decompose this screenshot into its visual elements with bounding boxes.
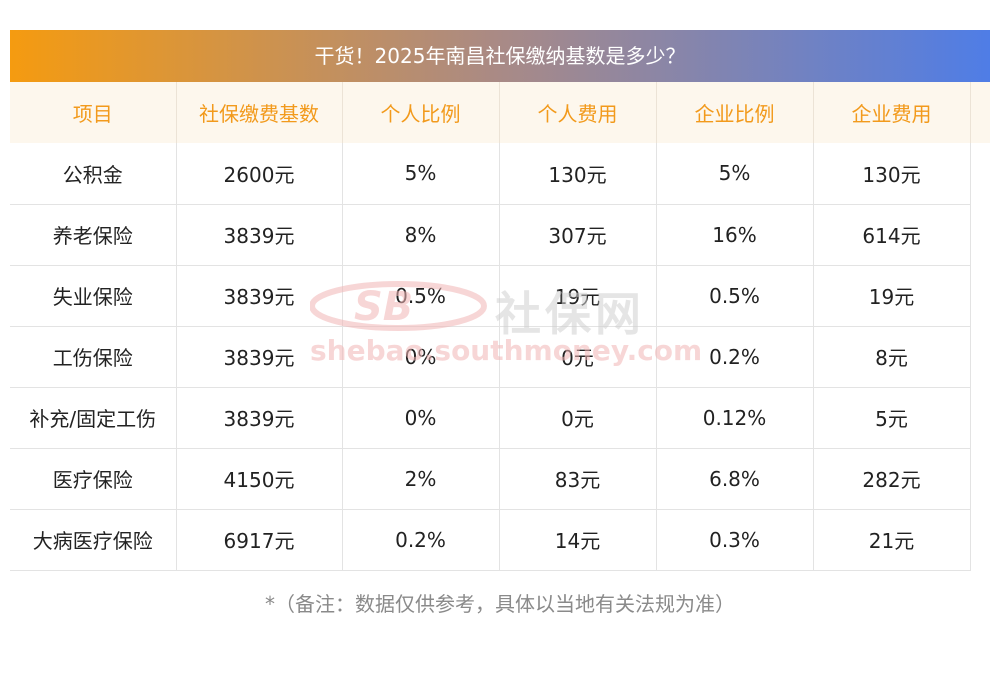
cell-personal-rate: 8% (342, 204, 500, 266)
cell-personal-fee: 307元 (499, 204, 657, 266)
table-row: 工伤保险 3839元 0% 0元 0.2% 8元 (10, 326, 971, 388)
cell-company-fee: 282元 (813, 448, 971, 510)
cell-personal-rate: 2% (342, 448, 500, 510)
cell-company-fee: 19元 (813, 265, 971, 327)
table-row: 医疗保险 4150元 2% 83元 6.8% 282元 (10, 448, 971, 510)
cell-base: 3839元 (176, 387, 343, 449)
header-base: 社保缴费基数 (176, 82, 343, 143)
cell-personal-fee: 130元 (499, 143, 657, 205)
cell-company-fee: 614元 (813, 204, 971, 266)
cell-personal-fee: 14元 (499, 509, 657, 571)
cell-company-fee: 130元 (813, 143, 971, 205)
cell-company-rate: 5% (656, 143, 814, 205)
cell-personal-fee: 0元 (499, 387, 657, 449)
header-personal-rate: 个人比例 (342, 82, 500, 143)
page-title: 干货！2025年南昌社保缴纳基数是多少？ (10, 30, 990, 82)
cell-personal-fee: 83元 (499, 448, 657, 510)
cell-personal-rate: 0% (342, 387, 500, 449)
header-company-rate: 企业比例 (656, 82, 814, 143)
cell-item: 补充/固定工伤 (10, 387, 177, 449)
cell-personal-fee: 0元 (499, 326, 657, 388)
cell-base: 6917元 (176, 509, 343, 571)
cell-company-rate: 0.3% (656, 509, 814, 571)
cell-company-fee: 21元 (813, 509, 971, 571)
cell-personal-fee: 19元 (499, 265, 657, 327)
cell-base: 4150元 (176, 448, 343, 510)
cell-item: 工伤保险 (10, 326, 177, 388)
cell-personal-rate: 0% (342, 326, 500, 388)
cell-company-rate: 16% (656, 204, 814, 266)
cell-base: 3839元 (176, 265, 343, 327)
cell-company-fee: 5元 (813, 387, 971, 449)
header-filler (970, 82, 990, 143)
cell-personal-rate: 0.5% (342, 265, 500, 327)
cell-item: 大病医疗保险 (10, 509, 177, 571)
cell-item: 失业保险 (10, 265, 177, 327)
cell-company-fee: 8元 (813, 326, 971, 388)
cell-item: 公积金 (10, 143, 177, 205)
cell-base: 3839元 (176, 326, 343, 388)
table-row: 失业保险 3839元 0.5% 19元 0.5% 19元 (10, 265, 971, 327)
cell-company-rate: 0.5% (656, 265, 814, 327)
cell-company-rate: 6.8% (656, 448, 814, 510)
table-header-row: 项目 社保缴费基数 个人比例 个人费用 企业比例 企业费用 (10, 82, 971, 143)
header-company-fee: 企业费用 (813, 82, 971, 143)
cell-item: 养老保险 (10, 204, 177, 266)
header-item: 项目 (10, 82, 177, 143)
table-row: 公积金 2600元 5% 130元 5% 130元 (10, 143, 971, 205)
footnote: *（备注：数据仅供参考，具体以当地有关法规为准） (265, 592, 735, 616)
table-row: 养老保险 3839元 8% 307元 16% 614元 (10, 204, 971, 266)
table-row: 大病医疗保险 6917元 0.2% 14元 0.3% 21元 (10, 509, 971, 571)
cell-personal-rate: 5% (342, 143, 500, 205)
cell-company-rate: 0.2% (656, 326, 814, 388)
social-insurance-table: 项目 社保缴费基数 个人比例 个人费用 企业比例 企业费用 公积金 2600元 … (10, 82, 971, 571)
cell-base: 2600元 (176, 143, 343, 205)
header-personal-fee: 个人费用 (499, 82, 657, 143)
cell-item: 医疗保险 (10, 448, 177, 510)
table-row: 补充/固定工伤 3839元 0% 0元 0.12% 5元 (10, 387, 971, 449)
cell-company-rate: 0.12% (656, 387, 814, 449)
cell-personal-rate: 0.2% (342, 509, 500, 571)
cell-base: 3839元 (176, 204, 343, 266)
